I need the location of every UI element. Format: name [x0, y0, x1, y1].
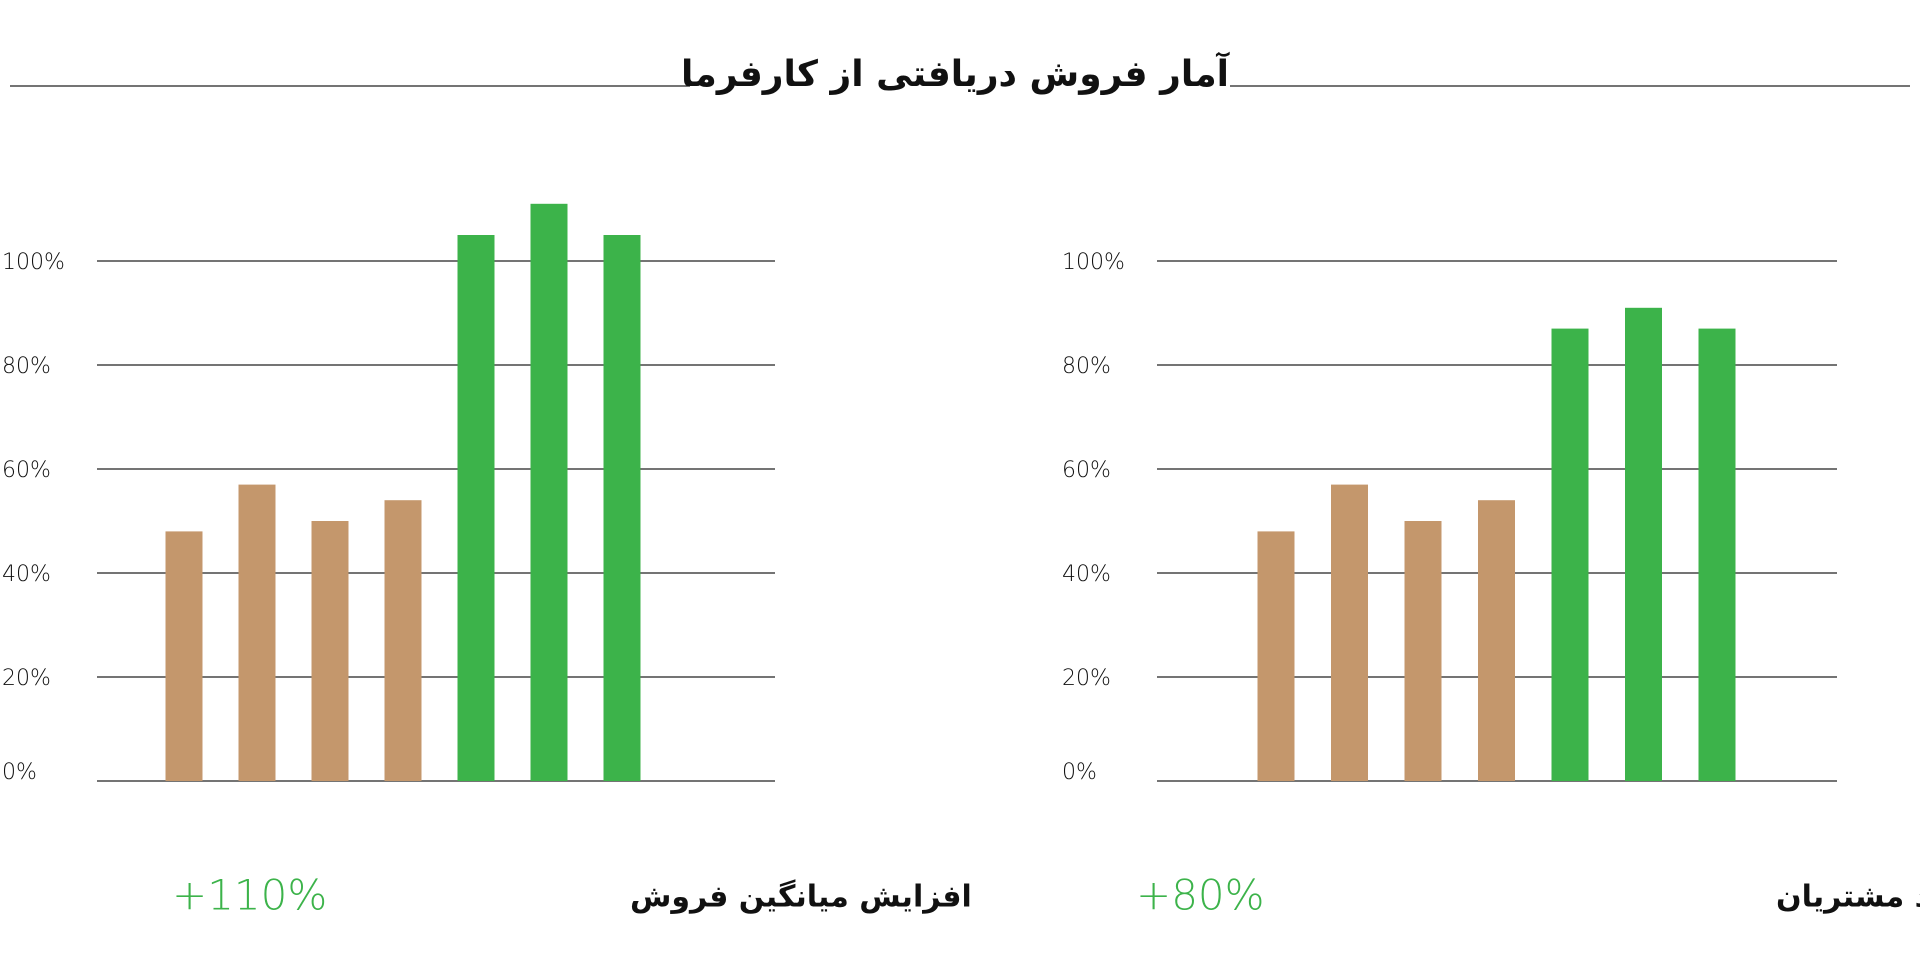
y-tick-label: 100%	[2, 250, 65, 275]
y-tick-label: 100%	[1062, 250, 1125, 275]
bar	[1625, 307, 1662, 781]
y-tick-label: 80%	[1062, 354, 1111, 379]
bar	[384, 500, 422, 781]
y-tick-label: 40%	[1062, 562, 1111, 587]
caption: افزایش میانگین فروش	[630, 879, 972, 915]
caption: افزایش آگاهی از برند و تعداد مشتریان	[1776, 878, 1920, 915]
bar	[457, 235, 495, 781]
y-tick-label: 20%	[1062, 666, 1111, 691]
y-tick-label: 60%	[2, 458, 51, 483]
y-tick-label: 20%	[2, 666, 51, 691]
bar	[1257, 531, 1295, 781]
bar	[530, 203, 568, 782]
bar	[1551, 328, 1589, 781]
highlight-value: +80%	[1136, 871, 1265, 920]
bar	[165, 531, 203, 781]
y-tick-label: 0%	[1062, 760, 1097, 785]
bar	[1331, 484, 1368, 781]
bar	[311, 521, 349, 781]
bar	[238, 484, 276, 781]
y-tick-label: 0%	[2, 760, 37, 785]
bar	[1404, 521, 1442, 781]
y-tick-label: 40%	[2, 562, 51, 587]
y-tick-label: 80%	[2, 354, 51, 379]
highlight-value: +110%	[172, 871, 327, 920]
y-tick-label: 60%	[1062, 458, 1111, 483]
chart-title: آمار فروش دریافتی از کارفرما	[681, 51, 1231, 95]
bar	[603, 235, 641, 781]
bar	[1698, 328, 1736, 781]
bar	[1478, 500, 1515, 781]
